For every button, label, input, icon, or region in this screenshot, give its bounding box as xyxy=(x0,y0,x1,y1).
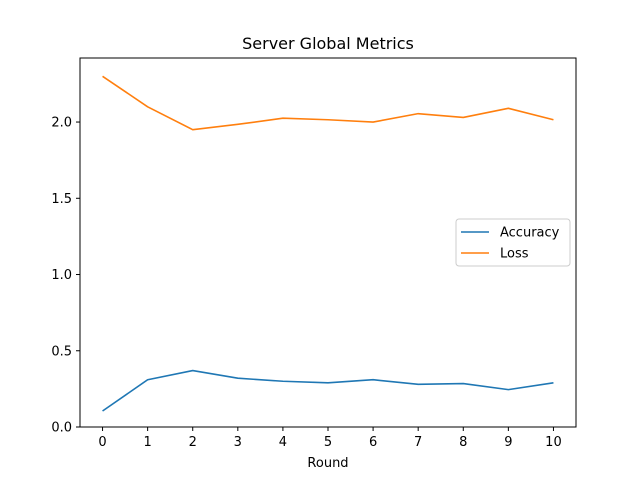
x-tick-label: 0 xyxy=(98,435,106,450)
y-tick-label: 1.0 xyxy=(51,268,72,283)
series-line-accuracy xyxy=(102,369,554,412)
x-tick-label: 3 xyxy=(234,435,242,450)
x-tick-label: 5 xyxy=(324,435,332,450)
x-tick-label: 8 xyxy=(459,435,467,450)
x-tick-label: 9 xyxy=(504,435,512,450)
legend-label-accuracy: Accuracy xyxy=(500,226,560,241)
legend: Accuracy Loss xyxy=(455,218,571,267)
y-tick-label: 1.5 xyxy=(51,192,72,207)
x-tick-label: 2 xyxy=(189,435,197,450)
x-axis: 0 1 2 3 4 5 6 7 8 9 10 xyxy=(98,427,562,450)
x-tick-label: 6 xyxy=(369,435,377,450)
x-tick-label: 1 xyxy=(143,435,151,450)
y-tick-label: 0.5 xyxy=(51,344,72,359)
legend-box xyxy=(455,218,571,267)
x-tick-label: 4 xyxy=(279,435,287,450)
y-tick-label: 0.0 xyxy=(51,421,72,436)
y-axis: 0.0 0.5 1.0 1.5 2.0 xyxy=(51,116,80,436)
x-tick-label: 10 xyxy=(545,435,562,450)
x-axis-label: Round xyxy=(307,456,348,471)
legend-label-loss: Loss xyxy=(500,247,529,262)
plot-area xyxy=(102,75,554,412)
x-tick-label: 7 xyxy=(414,435,422,450)
y-tick-label: 2.0 xyxy=(51,116,72,131)
chart-title: Server Global Metrics xyxy=(242,34,414,53)
series-line-loss xyxy=(102,75,554,131)
